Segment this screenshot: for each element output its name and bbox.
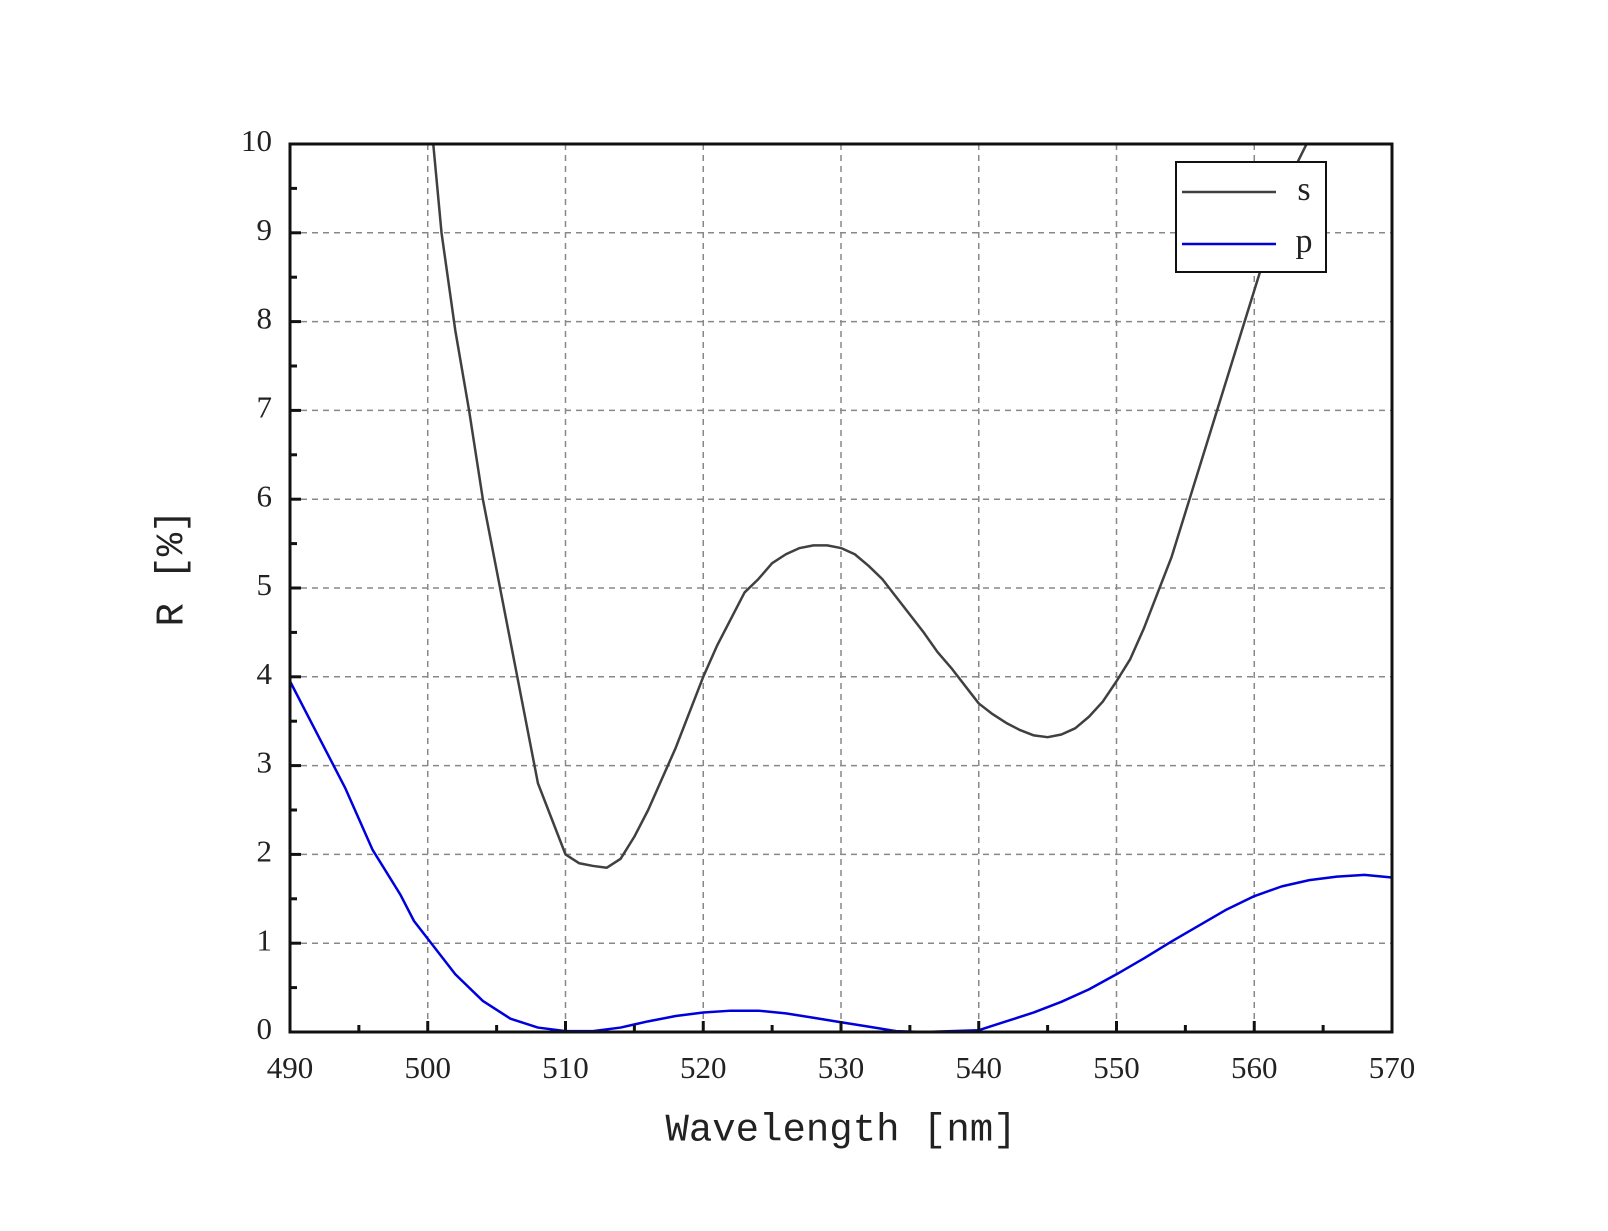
y-tick-label: 1 — [257, 922, 273, 957]
y-tick-label: 5 — [257, 567, 273, 602]
x-axis-label: Wavelength [nm] — [665, 1108, 1016, 1152]
x-tick-label: 540 — [956, 1050, 1003, 1085]
x-tick-label: 500 — [405, 1050, 452, 1085]
legend-label: s — [1297, 171, 1310, 208]
legend-box — [1175, 161, 1327, 273]
y-axis-label: R [%] — [150, 509, 194, 626]
y-tick-label: 9 — [257, 212, 273, 247]
ticks: 490 500 510 520 530 540 550 560 570 0 1 2 3 4 5 6 7 8 9 10 — [241, 123, 1415, 1085]
x-tick-label: 550 — [1093, 1050, 1140, 1085]
y-tick-label: 0 — [257, 1011, 273, 1046]
y-tick-label: 4 — [257, 656, 273, 691]
plot-lines — [290, 144, 1392, 1032]
x-tick-label: 570 — [1369, 1050, 1416, 1085]
x-tick-label: 560 — [1231, 1050, 1278, 1085]
y-tick-label: 2 — [257, 834, 273, 869]
y-tick-label: 10 — [241, 123, 272, 158]
legend: sp — [1175, 161, 1327, 273]
y-tick-label: 3 — [257, 745, 273, 780]
grid — [290, 144, 1392, 1032]
x-tick-label: 490 — [267, 1050, 314, 1085]
x-tick-label: 520 — [680, 1050, 727, 1085]
y-tick-label: 6 — [257, 478, 273, 513]
legend-label: p — [1296, 223, 1313, 260]
y-tick-label: 7 — [257, 390, 273, 425]
x-tick-label: 530 — [818, 1050, 865, 1085]
y-tick-label: 8 — [257, 301, 273, 336]
series-line — [432, 144, 1308, 869]
x-tick-label: 510 — [542, 1050, 589, 1085]
series-line — [290, 680, 1392, 1032]
